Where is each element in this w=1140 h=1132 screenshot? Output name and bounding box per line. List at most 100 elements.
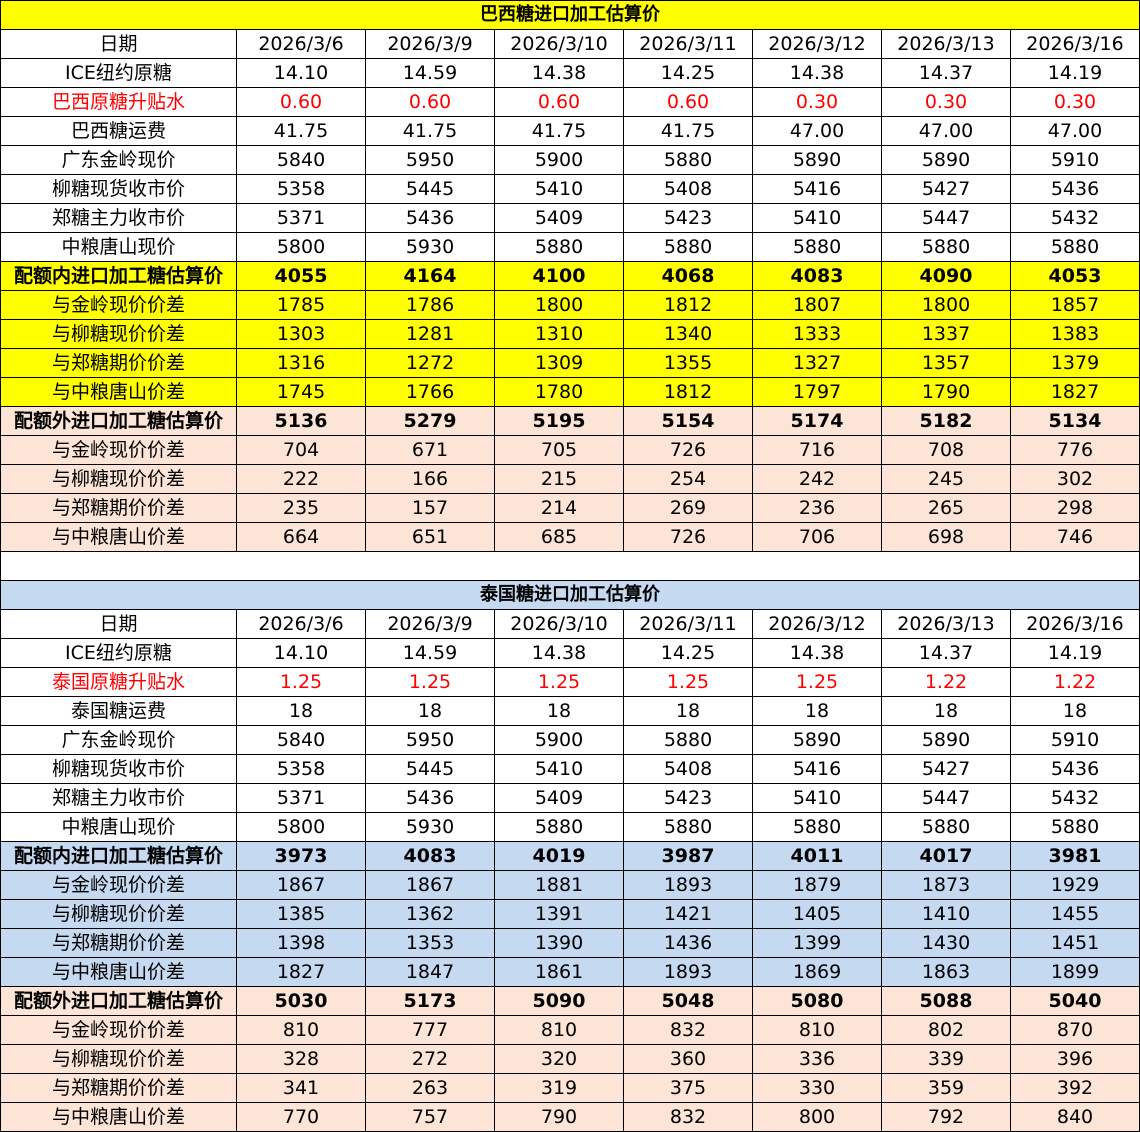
value-cell[interactable]: 5409	[494, 783, 624, 813]
value-cell[interactable]: 14.59	[365, 638, 495, 668]
value-cell[interactable]: 5416	[752, 174, 882, 204]
value-cell[interactable]: 5436	[365, 783, 495, 813]
value-cell[interactable]: 790	[494, 1102, 624, 1132]
date-cell[interactable]: 2026/3/6	[236, 609, 366, 639]
value-cell[interactable]: 5195	[494, 406, 624, 436]
value-cell[interactable]: 1398	[236, 928, 366, 958]
value-cell[interactable]: 1745	[236, 377, 366, 407]
row-label[interactable]: 巴西原糖升贴水	[0, 87, 237, 117]
value-cell[interactable]: 1337	[881, 319, 1011, 349]
value-cell[interactable]: 254	[623, 464, 753, 494]
row-label[interactable]: 巴西糖运费	[0, 116, 237, 146]
value-cell[interactable]: 5880	[494, 812, 624, 842]
value-cell[interactable]: 222	[236, 464, 366, 494]
value-cell[interactable]: 671	[365, 435, 495, 465]
value-cell[interactable]: 5371	[236, 783, 366, 813]
value-cell[interactable]: 1786	[365, 290, 495, 320]
row-label[interactable]: 与郑糖期价价差	[0, 1073, 237, 1103]
value-cell[interactable]: 5423	[623, 203, 753, 233]
value-cell[interactable]: 18	[752, 696, 882, 726]
value-cell[interactable]: 5445	[365, 174, 495, 204]
value-cell[interactable]: 800	[752, 1102, 882, 1132]
value-cell[interactable]: 1390	[494, 928, 624, 958]
row-label[interactable]: 与金岭现价价差	[0, 435, 237, 465]
value-cell[interactable]: 5409	[494, 203, 624, 233]
value-cell[interactable]: 4055	[236, 261, 366, 291]
value-cell[interactable]: 5174	[752, 406, 882, 436]
value-cell[interactable]: 18	[494, 696, 624, 726]
value-cell[interactable]: 0.60	[236, 87, 366, 117]
row-label[interactable]: 与中粮唐山价差	[0, 957, 237, 987]
value-cell[interactable]: 1873	[881, 870, 1011, 900]
value-cell[interactable]: 1333	[752, 319, 882, 349]
value-cell[interactable]: 0.60	[494, 87, 624, 117]
value-cell[interactable]: 47.00	[752, 116, 882, 146]
value-cell[interactable]: 810	[494, 1015, 624, 1045]
value-cell[interactable]: 1309	[494, 348, 624, 378]
value-cell[interactable]: 1807	[752, 290, 882, 320]
value-cell[interactable]: 1766	[365, 377, 495, 407]
value-cell[interactable]: 777	[365, 1015, 495, 1045]
value-cell[interactable]: 359	[881, 1073, 1011, 1103]
value-cell[interactable]: 802	[881, 1015, 1011, 1045]
value-cell[interactable]: 1785	[236, 290, 366, 320]
row-label[interactable]: 配额内进口加工糖估算价	[0, 261, 237, 291]
value-cell[interactable]: 5880	[623, 725, 753, 755]
row-label[interactable]: ICE纽约原糖	[0, 638, 237, 668]
value-cell[interactable]: 14.19	[1010, 638, 1140, 668]
value-cell[interactable]: 5410	[752, 783, 882, 813]
value-cell[interactable]: 242	[752, 464, 882, 494]
date-cell[interactable]: 2026/3/9	[365, 29, 495, 59]
value-cell[interactable]: 236	[752, 493, 882, 523]
value-cell[interactable]: 5048	[623, 986, 753, 1016]
value-cell[interactable]: 5880	[623, 232, 753, 262]
value-cell[interactable]: 1303	[236, 319, 366, 349]
value-cell[interactable]: 1929	[1010, 870, 1140, 900]
value-cell[interactable]: 1861	[494, 957, 624, 987]
date-cell[interactable]: 2026/3/11	[623, 609, 753, 639]
value-cell[interactable]: 14.38	[494, 58, 624, 88]
row-label[interactable]: 柳糖现货收市价	[0, 754, 237, 784]
row-label[interactable]: 与中粮唐山价差	[0, 522, 237, 552]
value-cell[interactable]: 4019	[494, 841, 624, 871]
value-cell[interactable]: 1281	[365, 319, 495, 349]
value-cell[interactable]: 5134	[1010, 406, 1140, 436]
row-label[interactable]: 广东金岭现价	[0, 145, 237, 175]
value-cell[interactable]: 1.22	[881, 667, 1011, 697]
value-cell[interactable]: 1455	[1010, 899, 1140, 929]
row-label[interactable]: 泰国原糖升贴水	[0, 667, 237, 697]
date-cell[interactable]: 2026/3/16	[1010, 29, 1140, 59]
value-cell[interactable]: 1316	[236, 348, 366, 378]
row-label[interactable]: 与柳糖现价价差	[0, 464, 237, 494]
section-title[interactable]: 巴西糖进口加工估算价	[0, 0, 1140, 30]
value-cell[interactable]: 1310	[494, 319, 624, 349]
row-label[interactable]: 郑糖主力收市价	[0, 783, 237, 813]
value-cell[interactable]: 298	[1010, 493, 1140, 523]
value-cell[interactable]: 5447	[881, 203, 1011, 233]
value-cell[interactable]: 41.75	[623, 116, 753, 146]
value-cell[interactable]: 5800	[236, 232, 366, 262]
value-cell[interactable]: 5432	[1010, 783, 1140, 813]
row-label[interactable]: 与金岭现价价差	[0, 870, 237, 900]
value-cell[interactable]: 1362	[365, 899, 495, 929]
value-cell[interactable]: 685	[494, 522, 624, 552]
value-cell[interactable]: 810	[236, 1015, 366, 1045]
value-cell[interactable]: 14.10	[236, 58, 366, 88]
value-cell[interactable]: 18	[1010, 696, 1140, 726]
value-cell[interactable]: 5840	[236, 145, 366, 175]
value-cell[interactable]: 5950	[365, 145, 495, 175]
value-cell[interactable]: 1867	[365, 870, 495, 900]
value-cell[interactable]: 705	[494, 435, 624, 465]
value-cell[interactable]: 746	[1010, 522, 1140, 552]
value-cell[interactable]: 4053	[1010, 261, 1140, 291]
value-cell[interactable]: 14.37	[881, 638, 1011, 668]
value-cell[interactable]: 14.38	[752, 638, 882, 668]
value-cell[interactable]: 1353	[365, 928, 495, 958]
value-cell[interactable]: 1790	[881, 377, 1011, 407]
row-label[interactable]: ICE纽约原糖	[0, 58, 237, 88]
value-cell[interactable]: 1893	[623, 870, 753, 900]
value-cell[interactable]: 396	[1010, 1044, 1140, 1074]
value-cell[interactable]: 4068	[623, 261, 753, 291]
value-cell[interactable]: 272	[365, 1044, 495, 1074]
value-cell[interactable]: 4164	[365, 261, 495, 291]
